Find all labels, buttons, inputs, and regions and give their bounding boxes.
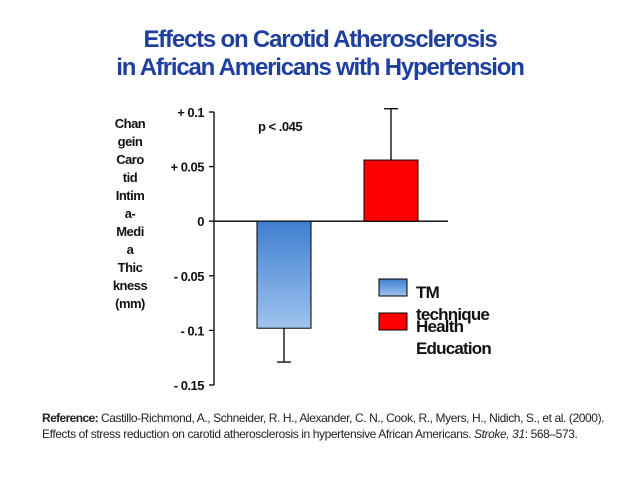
p-value-annotation: p < .045 <box>258 119 302 134</box>
y-axis-label: Chan gein Caro tid Intim a- Medi a Thic kness (mm) <box>100 115 160 313</box>
reference-label: Reference: <box>42 411 99 425</box>
legend-label-health-education: Health Education <box>416 317 491 358</box>
y-axis-label-line: Intim <box>115 188 145 203</box>
y-axis-label-line: Chan <box>114 116 146 131</box>
y-tick-label: 0 <box>197 214 204 229</box>
y-axis-label-line: a- <box>124 206 136 221</box>
reference-pages: : 568–573. <box>524 427 578 441</box>
reference-text: Castillo-Richmond, A., Schneider, R. H.,… <box>42 411 605 441</box>
y-tick-label: + 0.05 <box>170 160 204 175</box>
bar-chart: + 0.1 + 0.05 0 - 0.05 - 0.1 - 0.15 p < .045 TM t… <box>170 105 492 393</box>
y-tick-label: - 0.15 <box>174 378 205 393</box>
chart-title-line1: Effects on Carotid Atherosclerosis <box>143 26 497 53</box>
y-axis-label-line: a <box>126 242 134 257</box>
y-axis-label-line: (mm) <box>115 296 145 311</box>
legend-swatch-health-education <box>378 312 408 331</box>
legend-swatch-tm <box>378 278 408 297</box>
legend-label-tm: TM technique <box>416 283 489 324</box>
bar-health-education <box>363 159 419 222</box>
y-axis-label-line: kness <box>112 278 148 293</box>
y-axis-label-line: gein <box>117 134 143 149</box>
y-tick-label: - 0.05 <box>174 269 205 284</box>
bar-tm-technique <box>256 220 312 329</box>
chart-title-line2: in African Americans with Hypertension <box>116 54 525 81</box>
y-axis-label-line: Medi <box>116 224 144 239</box>
y-axis-label-line: Caro <box>116 152 144 167</box>
y-axis-label-line: Thic <box>117 260 143 275</box>
reference-journal: Stroke, 31 <box>474 427 525 441</box>
y-tick-label: + 0.1 <box>177 105 204 120</box>
reference-citation: Reference: Castillo-Richmond, A., Schnei… <box>42 410 612 442</box>
y-axis-label-line: tid <box>122 170 138 185</box>
y-tick-label: - 0.1 <box>180 323 204 338</box>
